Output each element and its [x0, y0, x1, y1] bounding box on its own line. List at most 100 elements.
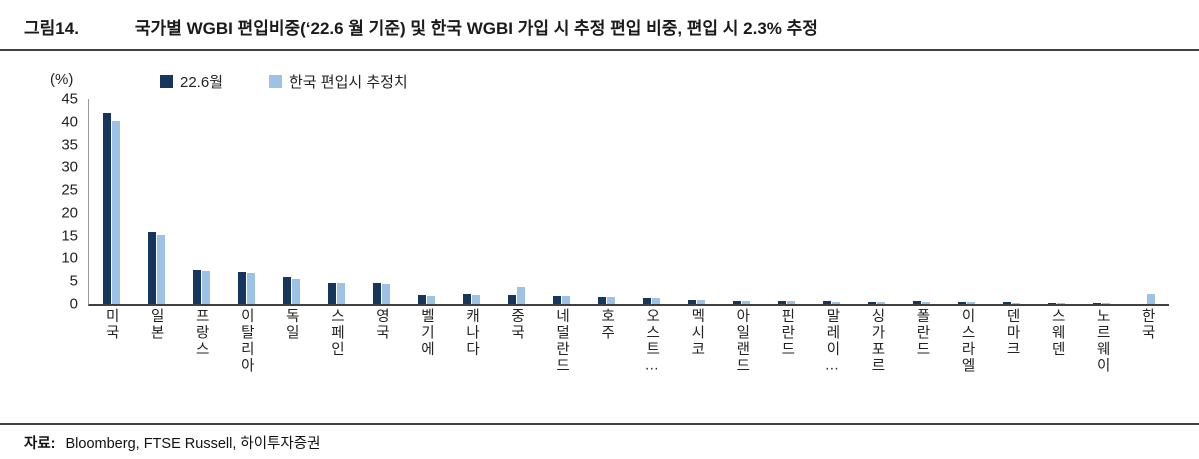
- x-axis-label: 중국: [493, 308, 538, 376]
- bar-current: [733, 300, 741, 304]
- x-axis-label: 오스트…: [629, 308, 674, 376]
- y-tick-label: 25: [61, 181, 78, 199]
- legend-swatch-current: [160, 75, 173, 88]
- bar-estimated: [1147, 293, 1155, 304]
- bar-current: [418, 295, 426, 304]
- legend-swatch-estimated: [269, 75, 282, 88]
- x-axis-label: 프랑스: [178, 308, 223, 376]
- bar-estimated: [922, 301, 930, 304]
- x-axis-label-text: 캐나다: [463, 308, 480, 358]
- bar-estimated: [697, 299, 705, 304]
- source-footer: 자료: Bloomberg, FTSE Russell, 하이투자증권: [0, 423, 1199, 459]
- bar-estimated: [337, 283, 345, 304]
- bar-group: [314, 99, 359, 304]
- bar-group: [89, 99, 134, 304]
- bar-current: [103, 112, 111, 304]
- x-axis-label-text: 한국: [1139, 308, 1156, 341]
- x-axis-label: 핀란드: [764, 308, 809, 376]
- y-tick-label: 40: [61, 113, 78, 131]
- bar-group: [359, 99, 404, 304]
- bar-estimated: [112, 120, 120, 304]
- bar-current: [328, 282, 336, 304]
- x-axis-label-text: 이탈리아: [238, 308, 255, 374]
- bar-estimated: [832, 301, 840, 304]
- x-axis-label: 노르웨이: [1079, 308, 1124, 376]
- x-axis-label: 네덜란드: [538, 308, 583, 376]
- bar-group: [719, 99, 764, 304]
- bar-current: [193, 269, 201, 304]
- x-axis-label-text: 호주: [598, 308, 615, 341]
- y-axis: 0 5 10 15 20 25 30 35 40 45: [30, 92, 88, 312]
- bar-estimated: [517, 286, 525, 304]
- bar-current: [238, 272, 246, 304]
- source-text: Bloomberg, FTSE Russell, 하이투자증권: [65, 435, 321, 452]
- x-axis-label: 덴마크: [989, 308, 1034, 376]
- plot-wrap: 0 5 10 15 20 25 30 35 40 45: [30, 92, 1169, 312]
- bar-current: [463, 294, 471, 304]
- x-axis-label-text: 아일랜드: [733, 308, 750, 374]
- bar-estimated: [292, 278, 300, 304]
- bar-estimated: [427, 295, 435, 304]
- x-axis-label-text: 스페인: [328, 308, 345, 358]
- bar-estimated: [562, 296, 570, 304]
- legend-label-current: 22.6월: [180, 74, 223, 91]
- x-axis-label-text: 영국: [373, 308, 390, 341]
- bar-group: [854, 99, 899, 304]
- x-axis-label-text: 덴마크: [1004, 308, 1021, 358]
- bar-group: [584, 99, 629, 304]
- bar-group: [1079, 99, 1124, 304]
- x-axis-label-text: 스웨덴: [1049, 308, 1066, 358]
- x-axis-label: 싱가포르: [854, 308, 899, 376]
- plot-area: [88, 99, 1169, 306]
- bar-current: [913, 301, 921, 304]
- y-tick-label: 0: [69, 295, 78, 313]
- bar-current: [868, 301, 876, 304]
- bar-group: [179, 99, 224, 304]
- x-axis-label-text: 독일: [283, 308, 300, 341]
- x-axis-label: 멕시코: [674, 308, 719, 376]
- x-axis-label: 일본: [133, 308, 178, 376]
- x-axis-label: 스웨덴: [1034, 308, 1079, 376]
- bar-estimated: [1102, 303, 1110, 304]
- bar-estimated: [1057, 302, 1065, 304]
- y-tick-label: 15: [61, 227, 78, 245]
- x-axis-label-text: 프랑스: [193, 308, 210, 358]
- bar-estimated: [247, 273, 255, 304]
- bar-group: [224, 99, 269, 304]
- chart-legend: 22.6월 한국 편입시 추정치: [160, 71, 408, 92]
- legend-entry-current: 22.6월: [160, 71, 223, 92]
- x-axis-label-text: 네덜란드: [553, 308, 570, 374]
- x-axis-label-text: 노르웨이: [1094, 308, 1111, 374]
- bar-group: [404, 99, 449, 304]
- bar-estimated: [157, 235, 165, 304]
- bar-estimated: [742, 300, 750, 304]
- bar-group: [809, 99, 854, 304]
- y-axis-unit-label: (%): [50, 71, 74, 88]
- bar-current: [553, 295, 561, 304]
- bar-current: [283, 276, 291, 304]
- bar-current: [148, 231, 156, 304]
- x-axis-label: 말레이…: [809, 308, 854, 376]
- x-axis-label-text: 벨기에: [418, 308, 435, 358]
- x-axis-label-text: 멕시코: [688, 308, 705, 358]
- x-axis-label: 영국: [358, 308, 403, 376]
- bar-group: [989, 99, 1034, 304]
- bar-group: [269, 99, 314, 304]
- bar-current: [598, 296, 606, 304]
- y-tick-label: 45: [61, 90, 78, 108]
- bar-estimated: [877, 301, 885, 304]
- x-axis-label-text: 싱가포르: [868, 308, 885, 374]
- bar-current: [958, 302, 966, 304]
- bar-estimated: [202, 270, 210, 304]
- bar-current: [778, 301, 786, 304]
- wgbi-weight-chart: (%) 22.6월 한국 편입시 추정치 0 5 10 15 20 25 30 35 40 45 …: [30, 69, 1169, 399]
- bar-group: [674, 99, 719, 304]
- bar-group: [629, 99, 674, 304]
- bar-group: [1034, 99, 1079, 304]
- y-tick-label: 35: [61, 136, 78, 154]
- bar-group: [539, 99, 584, 304]
- bar-group: [494, 99, 539, 304]
- bar-current: [373, 282, 381, 304]
- x-axis-label-text: 오스트…: [643, 308, 660, 376]
